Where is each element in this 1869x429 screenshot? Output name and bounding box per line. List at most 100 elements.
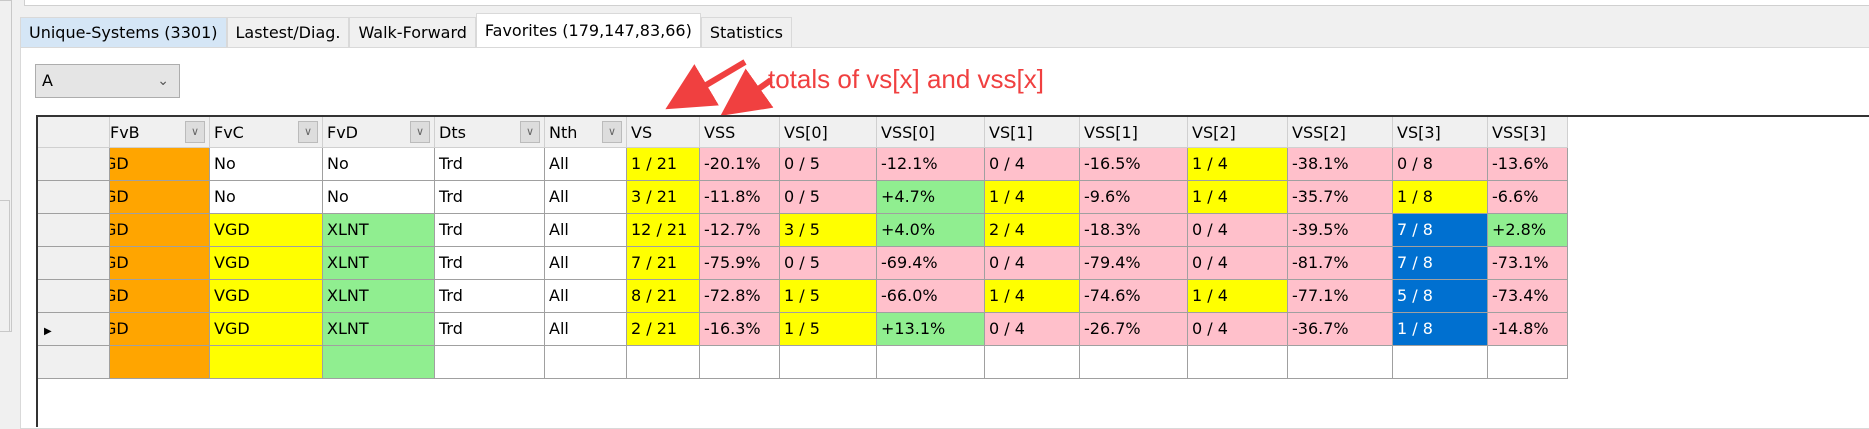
column-header-vs2[interactable]: VS[2] — [1188, 117, 1288, 148]
cell-vs2[interactable]: 0 / 4 — [1188, 214, 1288, 247]
cell-vs2[interactable]: 0 / 4 — [1188, 313, 1288, 346]
filter-dropdown-button[interactable]: ∨ — [185, 121, 205, 143]
cell-vs2[interactable]: 1 / 4 — [1188, 280, 1288, 313]
cell-vss1[interactable] — [1080, 346, 1188, 379]
cell-dts[interactable]: Trd — [435, 181, 545, 214]
column-header-fvc[interactable]: FvC ∨ — [210, 117, 323, 148]
cell-vss2[interactable]: -38.1% — [1288, 148, 1393, 181]
cell-fvc[interactable] — [210, 346, 323, 379]
table-row[interactable]: GDNoNoTrdAll1 / 21-20.1%0 / 5-12.1%0 / 4… — [38, 148, 1568, 181]
cell-vs0[interactable]: 1 / 5 — [780, 280, 877, 313]
cell-fvc[interactable]: No — [210, 148, 323, 181]
cell-vs3[interactable] — [1393, 346, 1488, 379]
cell-vs[interactable]: 2 / 21 — [627, 313, 700, 346]
group-select[interactable]: A ⌄ — [35, 64, 180, 98]
column-header-fvd[interactable]: FvD ∨ — [323, 117, 435, 148]
cell-vss[interactable]: -72.8% — [700, 280, 780, 313]
cell-vs[interactable]: 3 / 21 — [627, 181, 700, 214]
cell-vss1[interactable]: -9.6% — [1080, 181, 1188, 214]
cell-dts[interactable]: Trd — [435, 280, 545, 313]
row-header[interactable] — [38, 181, 110, 214]
cell-vs2[interactable] — [1188, 346, 1288, 379]
cell-fvb[interactable]: GD — [110, 280, 210, 313]
cell-nth[interactable]: All — [545, 313, 627, 346]
column-header-vs1[interactable]: VS[1] — [985, 117, 1080, 148]
cell-fvd[interactable]: XLNT — [323, 247, 435, 280]
cell-fvd[interactable]: XLNT — [323, 313, 435, 346]
cell-fvb[interactable]: GD — [110, 214, 210, 247]
table-row[interactable]: GDVGDXLNTTrdAll12 / 21-12.7%3 / 5+4.0%2 … — [38, 214, 1568, 247]
column-header-nth[interactable]: Nth ∨ — [545, 117, 627, 148]
table-row[interactable]: GDNoNoTrdAll3 / 21-11.8%0 / 5+4.7%1 / 4-… — [38, 181, 1568, 214]
cell-vss1[interactable]: -74.6% — [1080, 280, 1188, 313]
cell-vss[interactable] — [700, 346, 780, 379]
cell-vs[interactable] — [627, 346, 700, 379]
cell-vs0[interactable]: 0 / 5 — [780, 247, 877, 280]
cell-vs2[interactable]: 1 / 4 — [1188, 148, 1288, 181]
cell-nth[interactable]: All — [545, 247, 627, 280]
cell-nth[interactable]: All — [545, 280, 627, 313]
column-header-fvb[interactable]: FvB ∨ — [110, 117, 210, 148]
cell-vs1[interactable]: 2 / 4 — [985, 214, 1080, 247]
cell-vss1[interactable]: -18.3% — [1080, 214, 1188, 247]
cell-vs3[interactable]: 7 / 8 — [1393, 247, 1488, 280]
cell-dts[interactable]: Trd — [435, 247, 545, 280]
tab-latest-diag[interactable]: Lastest/Diag. — [226, 17, 350, 47]
cell-fvb[interactable]: GD — [110, 181, 210, 214]
column-header-vs0[interactable]: VS[0] — [780, 117, 877, 148]
row-header[interactable] — [38, 148, 110, 181]
cell-vss3[interactable]: -6.6% — [1488, 181, 1568, 214]
cell-fvd[interactable]: XLNT — [323, 280, 435, 313]
cell-vs3[interactable]: 5 / 8 — [1393, 280, 1488, 313]
cell-vs0[interactable]: 0 / 5 — [780, 181, 877, 214]
cell-vs2[interactable]: 0 / 4 — [1188, 247, 1288, 280]
cell-nth[interactable]: All — [545, 214, 627, 247]
cell-dts[interactable]: Trd — [435, 214, 545, 247]
cell-vss[interactable]: -12.7% — [700, 214, 780, 247]
cell-dts[interactable]: Trd — [435, 148, 545, 181]
column-header-dts[interactable]: Dts ∨ — [435, 117, 545, 148]
cell-nth[interactable]: All — [545, 148, 627, 181]
cell-vss1[interactable]: -26.7% — [1080, 313, 1188, 346]
cell-vs3[interactable]: 1 / 8 — [1393, 181, 1488, 214]
table-row[interactable]: ▶GDVGDXLNTTrdAll2 / 21-16.3%1 / 5+13.1%0… — [38, 313, 1568, 346]
cell-vss2[interactable]: -35.7% — [1288, 181, 1393, 214]
cell-vs3[interactable]: 1 / 8 — [1393, 313, 1488, 346]
cell-fvb[interactable]: GD — [110, 313, 210, 346]
cell-vss0[interactable]: -66.0% — [877, 280, 985, 313]
cell-vs1[interactable]: 1 / 4 — [985, 280, 1080, 313]
cell-vss2[interactable]: -81.7% — [1288, 247, 1393, 280]
cell-vs1[interactable]: 1 / 4 — [985, 181, 1080, 214]
cell-vs[interactable]: 12 / 21 — [627, 214, 700, 247]
column-header-vs[interactable]: VS — [627, 117, 700, 148]
tab-favorites[interactable]: Favorites (179,147,83,66) — [475, 13, 701, 47]
cell-vss3[interactable] — [1488, 346, 1568, 379]
row-header[interactable]: ▶ — [38, 313, 110, 346]
column-header-vs3[interactable]: VS[3] — [1393, 117, 1488, 148]
filter-dropdown-button[interactable]: ∨ — [298, 121, 318, 143]
cell-vs[interactable]: 7 / 21 — [627, 247, 700, 280]
cell-vs0[interactable] — [780, 346, 877, 379]
tab-walk-forward[interactable]: Walk-Forward — [349, 17, 476, 47]
cell-vs[interactable]: 1 / 21 — [627, 148, 700, 181]
cell-nth[interactable]: All — [545, 181, 627, 214]
cell-fvc[interactable]: VGD — [210, 313, 323, 346]
column-header-vss3[interactable]: VSS[3] — [1488, 117, 1568, 148]
cell-fvd[interactable]: XLNT — [323, 214, 435, 247]
cell-vss3[interactable]: -13.6% — [1488, 148, 1568, 181]
cell-vss0[interactable]: -69.4% — [877, 247, 985, 280]
cell-vss2[interactable]: -36.7% — [1288, 313, 1393, 346]
cell-fvd[interactable]: No — [323, 148, 435, 181]
table-row[interactable] — [38, 346, 1568, 379]
cell-vs1[interactable]: 0 / 4 — [985, 247, 1080, 280]
cell-vss0[interactable] — [877, 346, 985, 379]
column-header-vss0[interactable]: VSS[0] — [877, 117, 985, 148]
filter-dropdown-button[interactable]: ∨ — [520, 121, 540, 143]
cell-vs1[interactable] — [985, 346, 1080, 379]
cell-fvd[interactable]: No — [323, 181, 435, 214]
cell-dts[interactable] — [435, 346, 545, 379]
tab-statistics[interactable]: Statistics — [700, 17, 792, 47]
cell-vs2[interactable]: 1 / 4 — [1188, 181, 1288, 214]
filter-dropdown-button[interactable]: ∨ — [602, 121, 622, 143]
cell-vss1[interactable]: -16.5% — [1080, 148, 1188, 181]
